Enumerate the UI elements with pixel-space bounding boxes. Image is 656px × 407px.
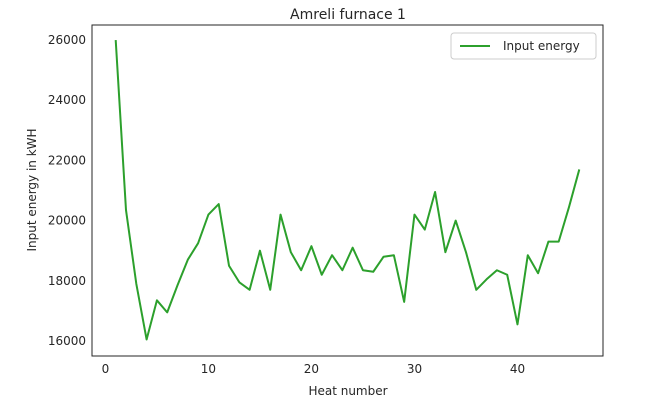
chart-title: Amreli furnace 1 bbox=[290, 7, 406, 23]
series-layer bbox=[114, 39, 581, 341]
legend: Input energy bbox=[450, 32, 597, 60]
plot-frame bbox=[91, 24, 604, 357]
series-line-input-energy bbox=[114, 39, 581, 341]
y-tick-label: 22000 bbox=[48, 153, 86, 167]
y-tick-label: 18000 bbox=[48, 274, 86, 288]
x-axis-label: Heat number bbox=[308, 384, 387, 398]
x-axis-ticks: 0 10 20 30 40 bbox=[102, 362, 526, 376]
x-tick-label: 10 bbox=[201, 362, 216, 376]
y-tick-label: 20000 bbox=[48, 214, 86, 228]
x-tick-label: 0 bbox=[102, 362, 110, 376]
x-tick-label: 20 bbox=[304, 362, 319, 376]
y-tick-label: 24000 bbox=[48, 93, 86, 107]
y-tick-label: 16000 bbox=[48, 334, 86, 348]
y-axis-label: Input energy in kWH bbox=[25, 128, 39, 251]
y-tick-label: 26000 bbox=[48, 33, 86, 47]
x-tick-label: 30 bbox=[407, 362, 422, 376]
legend-label: Input energy bbox=[503, 39, 580, 53]
legend-box bbox=[450, 32, 597, 60]
y-axis-ticks: 16000 18000 20000 22000 24000 26000 bbox=[48, 33, 86, 348]
x-tick-label: 40 bbox=[510, 362, 525, 376]
